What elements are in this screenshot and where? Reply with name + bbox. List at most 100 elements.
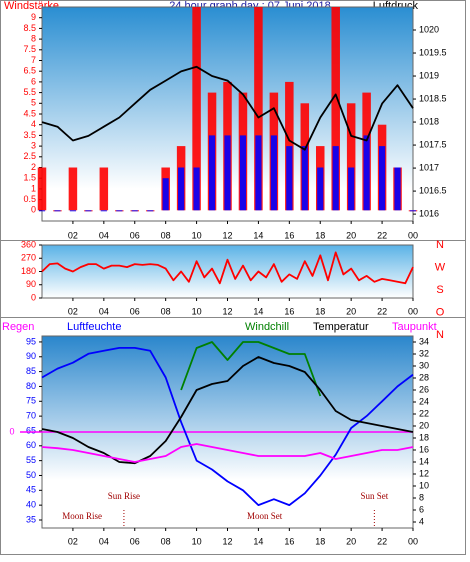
y-tick-label: 95	[26, 336, 36, 346]
compass-label: S	[436, 284, 443, 296]
y2-tick-label: 20	[419, 420, 429, 430]
y2-tick-label: 1017.5	[419, 139, 447, 149]
wind-bar	[37, 167, 47, 211]
x-tick-label: 18	[315, 306, 325, 316]
x-tick-label: 02	[68, 230, 78, 240]
y-tick-label: 40	[26, 500, 36, 510]
x-tick-label: 08	[161, 306, 171, 316]
y2-tick-label: 1016	[419, 208, 439, 218]
y3-tick-label: 0	[9, 426, 14, 436]
wind-bar	[178, 167, 185, 211]
x-tick-label: 04	[99, 536, 109, 546]
x-tick-label: 00	[408, 230, 418, 240]
x-tick-label: 12	[222, 230, 232, 240]
x-tick-label: 16	[284, 306, 294, 316]
y2-tick-label: 30	[419, 360, 429, 370]
legend-entry: Luftfeuchte	[67, 321, 121, 333]
x-tick-label: 00	[408, 536, 418, 546]
series-line	[41, 347, 414, 506]
y2-tick-label: 1019	[419, 70, 439, 80]
wind-bar	[331, 7, 340, 211]
y-tick-label: 6	[31, 76, 36, 86]
wind-bar	[147, 210, 154, 212]
wind-bar	[394, 167, 401, 211]
y-tick-label: 7	[31, 55, 36, 65]
x-tick-label: 12	[222, 536, 232, 546]
compass-label: N	[436, 329, 444, 341]
wind-bar	[193, 167, 200, 211]
x-tick-label: 16	[284, 230, 294, 240]
y2-tick-label: 34	[419, 336, 429, 346]
wind-bar	[286, 146, 293, 211]
y2-tick-label: 1019.5	[419, 47, 447, 57]
y-tick-label: 360	[21, 239, 36, 249]
x-tick-label: 02	[68, 306, 78, 316]
y2-tick-label: 24	[419, 396, 429, 406]
x-tick-label: 08	[161, 536, 171, 546]
y-tick-label: 7.5	[23, 44, 36, 54]
y-tick-label: 0	[31, 205, 36, 215]
wind-bar	[224, 135, 231, 211]
wind-bar	[332, 146, 339, 211]
wind-bar	[162, 178, 169, 211]
y-tick-label: 2	[31, 162, 36, 172]
wind-bar	[346, 103, 356, 211]
y-tick-label: 4	[31, 119, 36, 129]
x-tick-label: 04	[99, 230, 109, 240]
annotation: Sun Rise	[108, 491, 140, 501]
x-tick-label: 14	[253, 306, 263, 316]
annotation: Moon Set	[247, 511, 283, 521]
y2-tick-label: 14	[419, 456, 429, 466]
plot-area	[41, 244, 414, 299]
y-tick-label: 5	[31, 98, 36, 108]
legend-entry: Taupunkt	[392, 321, 437, 333]
wind-bar	[54, 210, 61, 212]
y-tick-label: 6.5	[23, 66, 36, 76]
y-tick-label: 85	[26, 366, 36, 376]
wind-bar	[317, 167, 324, 211]
y-tick-label: 1	[31, 183, 36, 193]
y2-tick-label: 26	[419, 384, 429, 394]
series-line	[41, 443, 414, 463]
legend-entry: Windchill	[245, 321, 289, 333]
y-tick-label: 9	[31, 12, 36, 22]
x-tick-label: 10	[192, 536, 202, 546]
y2-tick-label: 18	[419, 432, 429, 442]
wind-bar	[270, 135, 277, 211]
x-tick-label: 18	[315, 536, 325, 546]
x-tick-label: 10	[192, 230, 202, 240]
x-tick-label: 22	[377, 536, 387, 546]
series-line	[41, 65, 414, 151]
y2-tick-label: 28	[419, 372, 429, 382]
y-tick-label: 8.5	[23, 23, 36, 33]
chart-title: 24 hour graph day : 07 Juni 2018	[169, 0, 330, 12]
y-tick-label: 60	[26, 440, 36, 450]
x-tick-label: 20	[346, 230, 356, 240]
y-tick-label: 1.5	[23, 173, 36, 183]
y2-tick-label: 10	[419, 480, 429, 490]
wind-bar	[239, 135, 247, 211]
y-tick-label: 90	[26, 279, 36, 289]
wind-bar	[378, 146, 386, 211]
y2-tick-label: 1017	[419, 162, 439, 172]
x-tick-label: 22	[377, 306, 387, 316]
y3-axis-label: Regen	[2, 321, 34, 333]
series-line	[180, 341, 322, 397]
wind-bar	[99, 167, 109, 211]
y-tick-label: 5.5	[23, 87, 36, 97]
y-tick-label: 3.5	[23, 130, 36, 140]
annotation: Sun Set	[360, 491, 388, 501]
x-tick-label: 22	[377, 230, 387, 240]
wind-bar	[131, 210, 138, 212]
y-tick-label: 50	[26, 470, 36, 480]
y-tick-label: 0.5	[23, 194, 36, 204]
y2-tick-label: 1016.5	[419, 185, 447, 195]
x-tick-label: 02	[68, 536, 78, 546]
y-tick-label: 70	[26, 410, 36, 420]
x-tick-label: 14	[253, 536, 263, 546]
x-tick-label: 18	[315, 230, 325, 240]
y2-tick-label: 16	[419, 444, 429, 454]
y-tick-label: 80	[26, 381, 36, 391]
y-tick-label: 8	[31, 33, 36, 43]
